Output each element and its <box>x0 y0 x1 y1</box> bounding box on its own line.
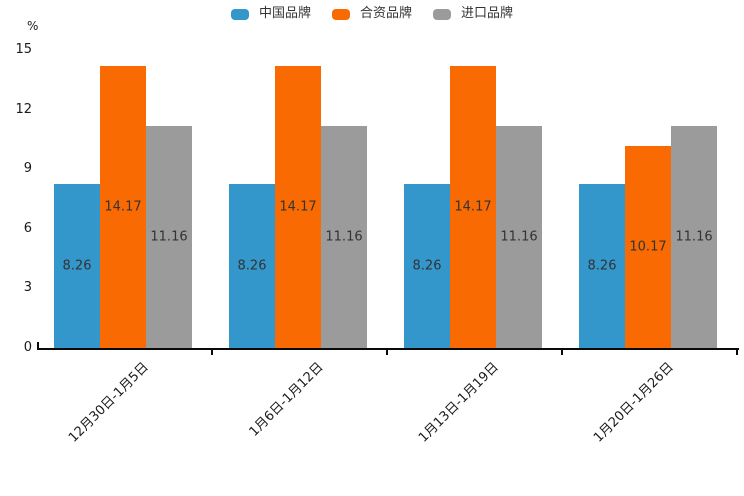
bar-series-1-group-3: 10.17 <box>625 146 671 348</box>
x-axis-tick <box>736 350 738 355</box>
bar-series-0-group-1: 8.26 <box>229 184 275 348</box>
bar-value-label: 14.17 <box>454 199 492 215</box>
bar-value-label: 8.26 <box>412 258 442 274</box>
y-axis-tick-label: 15 <box>15 42 32 57</box>
x-axis-tick <box>386 350 388 355</box>
chart-legend: 中国品牌 合资品牌 进口品牌 <box>0 6 744 22</box>
legend-item-2[interactable]: 进口品牌 <box>433 6 513 22</box>
legend-item-0[interactable]: 中国品牌 <box>230 6 311 22</box>
x-axis-category-label: 1月13日-1月19日 <box>416 359 502 446</box>
x-axis-line <box>37 348 739 350</box>
x-axis-category-label: 1月6日-1月12日 <box>246 359 327 440</box>
bar-series-2-group-1: 11.16 <box>321 126 367 348</box>
bar-series-0-group-2: 8.26 <box>404 184 450 348</box>
bar-series-2-group-0: 11.16 <box>146 126 192 348</box>
bar-series-0-group-3: 8.26 <box>579 184 625 348</box>
y-axis-tick-label: 12 <box>15 102 32 117</box>
legend-swatch-icon <box>230 8 249 20</box>
bar-series-1-group-1: 14.17 <box>275 66 321 348</box>
legend-item-label: 合资品牌 <box>359 6 412 21</box>
bar-value-label: 14.17 <box>279 199 317 215</box>
y-axis-unit-label: % <box>27 19 39 33</box>
bar-value-label: 11.16 <box>325 229 363 245</box>
x-axis-category-label: 12月30日-1月5日 <box>66 359 152 446</box>
x-axis-origin-tick <box>37 342 39 348</box>
bar-series-0-group-0: 8.26 <box>54 184 100 348</box>
bar-series-1-group-0: 14.17 <box>100 66 146 348</box>
bar-value-label: 10.17 <box>629 239 667 255</box>
bar-series-2-group-3: 11.16 <box>671 126 717 348</box>
bar-value-label: 8.26 <box>237 258 267 274</box>
bar-value-label: 8.26 <box>587 258 617 274</box>
bar-value-label: 8.26 <box>62 258 92 274</box>
legend-item-label: 中国品牌 <box>258 6 311 21</box>
y-axis-tick-label: 6 <box>23 221 32 236</box>
legend-item-1[interactable]: 合资品牌 <box>331 6 412 22</box>
y-axis-tick-label: 3 <box>23 280 32 295</box>
bar-value-label: 14.17 <box>104 199 142 215</box>
bar-value-label: 11.16 <box>500 229 538 245</box>
bar-series-1-group-2: 14.17 <box>450 66 496 348</box>
bar-value-label: 11.16 <box>150 229 188 245</box>
bar-value-label: 11.16 <box>675 229 713 245</box>
x-axis-tick <box>561 350 563 355</box>
y-axis-tick-label: 0 <box>23 340 32 355</box>
x-axis-category-label: 1月20日-1月26日 <box>591 359 677 446</box>
x-axis-tick <box>211 350 213 355</box>
bar-series-2-group-2: 11.16 <box>496 126 542 348</box>
legend-swatch-icon <box>433 8 451 20</box>
legend-item-label: 进口品牌 <box>461 6 514 21</box>
legend-swatch-icon <box>331 8 350 20</box>
y-axis-tick-label: 9 <box>23 161 32 176</box>
